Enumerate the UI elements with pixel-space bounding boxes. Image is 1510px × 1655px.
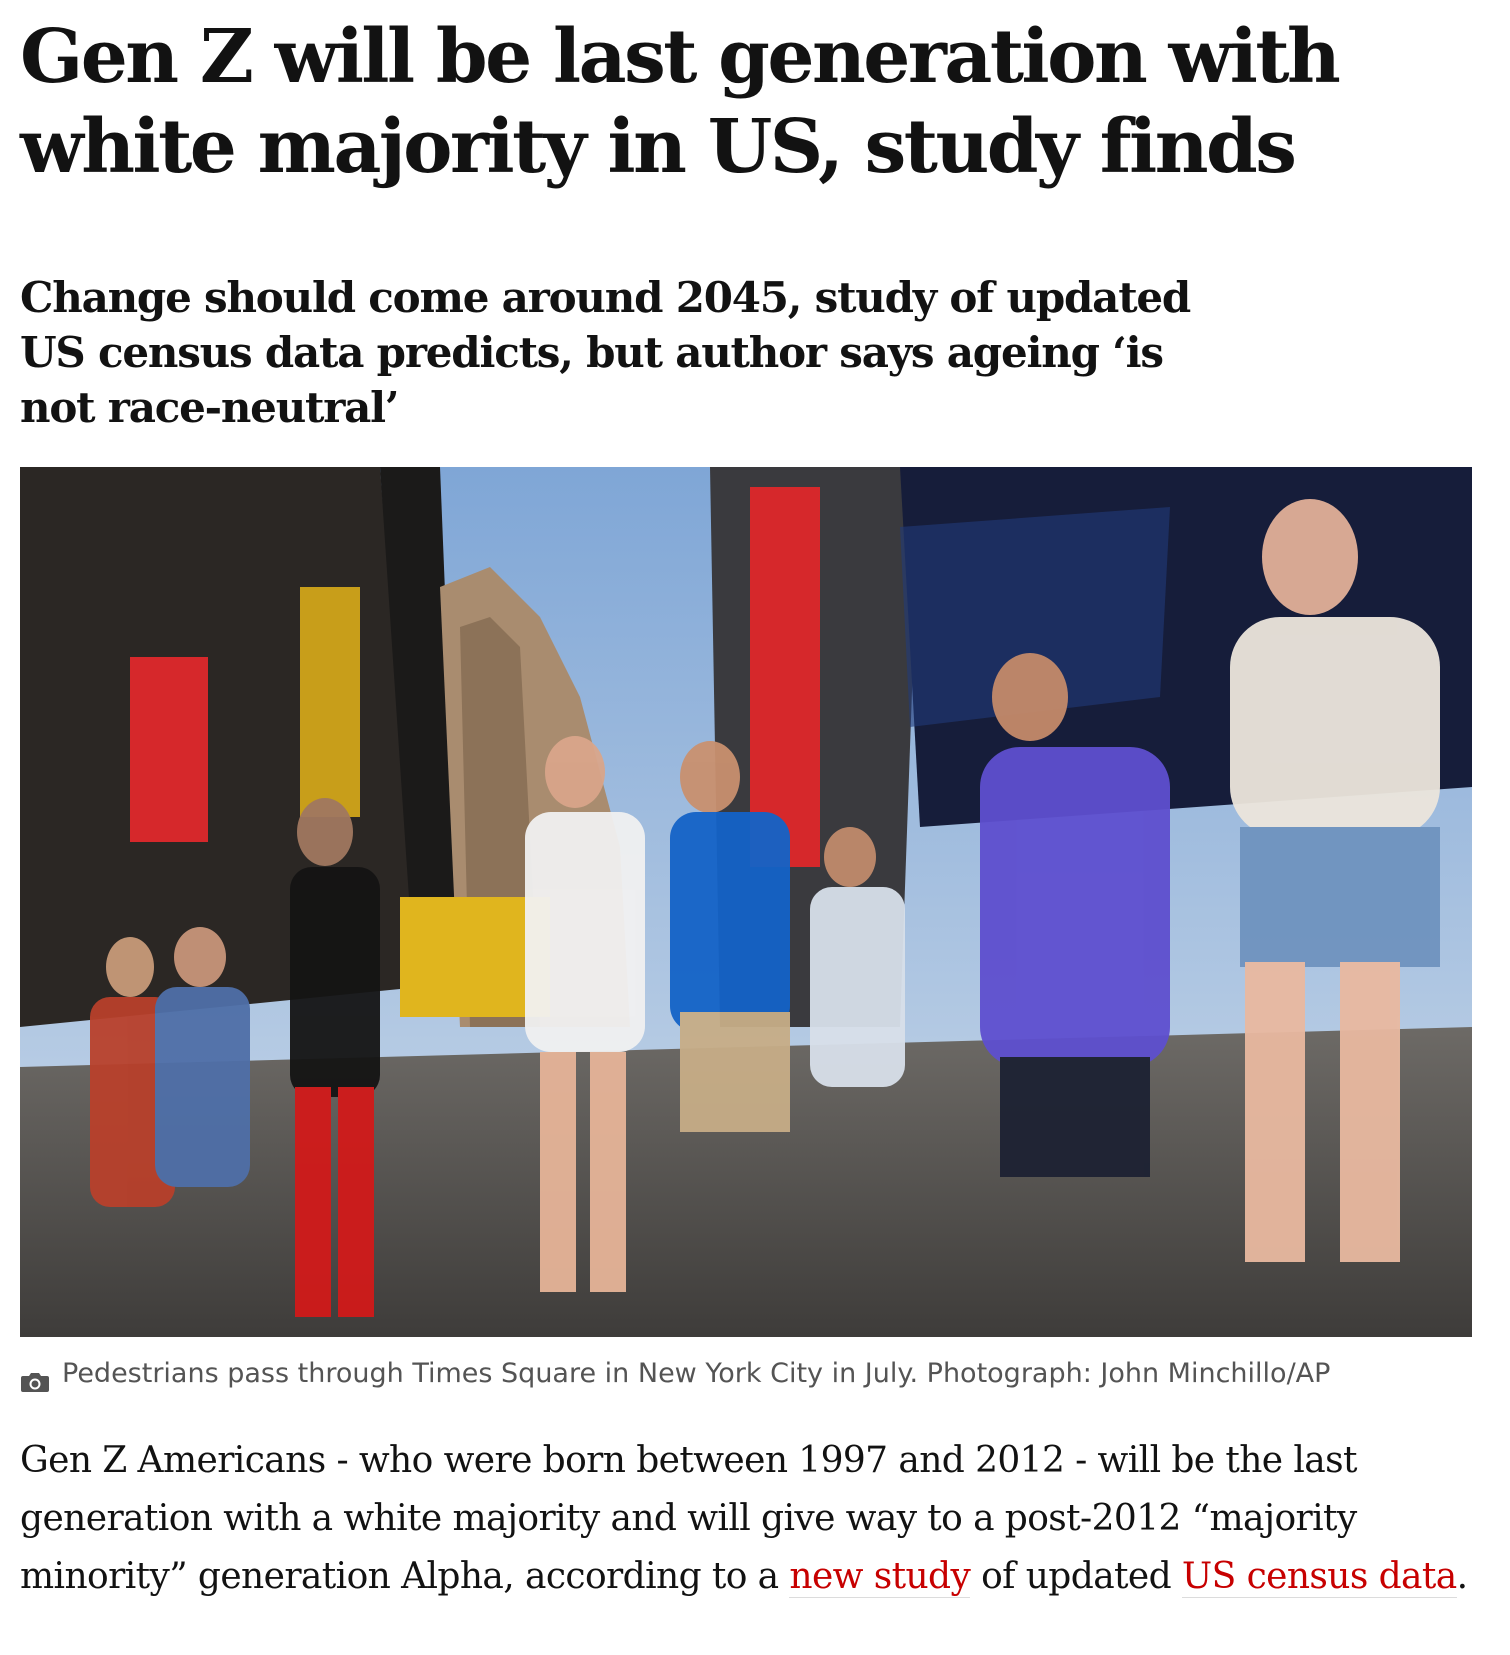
body-text-part-1: Gen Z Americans - who were born between … <box>20 1440 1357 1597</box>
new-study-link[interactable]: new study <box>789 1556 971 1598</box>
times-square-photo-illustration <box>20 467 1472 1337</box>
red-banner-left <box>130 657 208 842</box>
article-body-paragraph: Gen Z Americans - who were born between … <box>20 1432 1480 1606</box>
article-headline: Gen Z will be last generation with white… <box>20 14 1341 190</box>
article-standfirst: Change should come around 2045, study of… <box>20 273 1191 432</box>
camera-icon <box>20 1363 50 1392</box>
article-main-photo <box>20 467 1472 1337</box>
image-caption-text: Pedestrians pass through Times Square in… <box>62 1358 1331 1389</box>
marriott-banner <box>750 487 820 867</box>
image-caption: Pedestrians pass through Times Square in… <box>20 1352 1500 1396</box>
us-census-data-link[interactable]: US census data <box>1181 1556 1457 1598</box>
body-text-part-3: . <box>1456 1556 1468 1597</box>
body-text-part-2: of updated <box>970 1556 1182 1597</box>
